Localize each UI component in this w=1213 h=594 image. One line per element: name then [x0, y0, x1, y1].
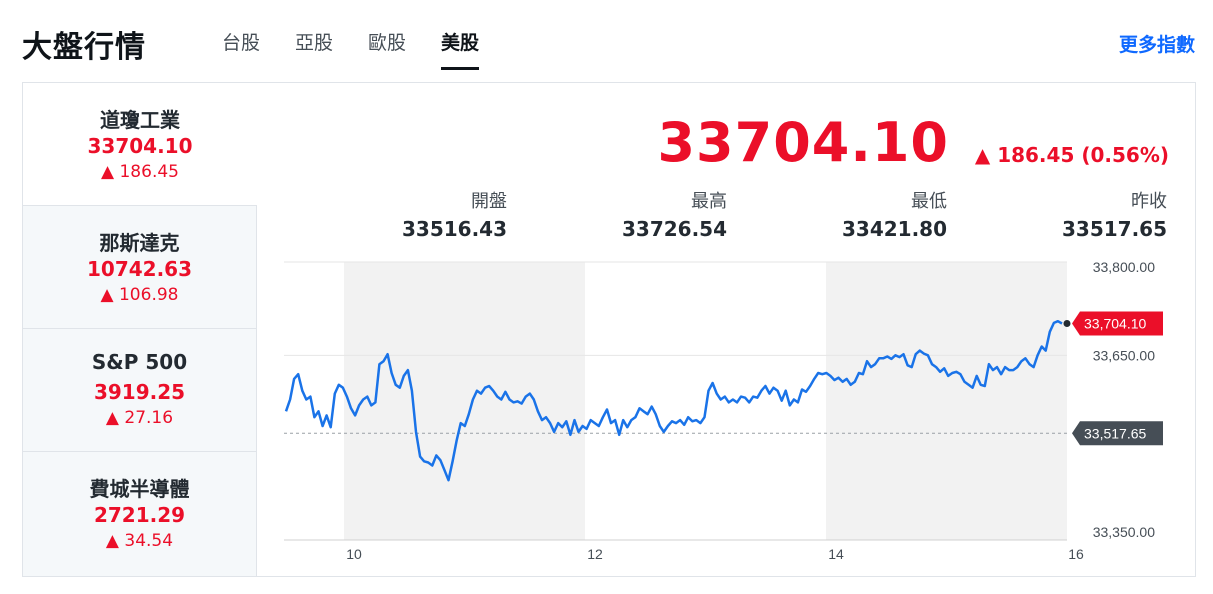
index-item-sp500[interactable]: S&P 500 3919.25 ▲ 27.16: [23, 329, 257, 452]
index-name: 道瓊工業: [100, 108, 180, 132]
stat-value: 33516.43: [401, 217, 507, 241]
page-title: 大盤行情: [22, 30, 146, 65]
price-change: ▲ 186.45 (0.56%): [974, 143, 1169, 167]
stat-open: 開盤 33516.43: [307, 187, 507, 241]
stat-value: 33726.54: [621, 217, 727, 241]
index-item-sox[interactable]: 費城半導體 2721.29 ▲ 34.54: [23, 452, 257, 576]
index-item-dow-jones[interactable]: 道瓊工業 33704.10 ▲ 186.45: [23, 83, 257, 206]
index-name: 費城半導體: [89, 477, 190, 501]
more-indices-link[interactable]: 更多指數: [1118, 34, 1195, 56]
index-change: ▲ 27.16: [105, 408, 174, 428]
market-panel: 道瓊工業 33704.10 ▲ 186.45 那斯達克 10742.63 ▲ 1…: [22, 82, 1196, 577]
index-change: ▲ 34.54: [105, 531, 174, 551]
index-price: 3919.25: [93, 380, 186, 404]
index-change: ▲ 186.45: [101, 162, 179, 182]
quote-summary: 33704.10 ▲ 186.45 (0.56%) 開盤 33516.43 最高…: [257, 83, 1195, 253]
stat-value: 33421.80: [841, 217, 947, 241]
index-change: ▲ 106.98: [100, 285, 179, 305]
tab-europe-stocks[interactable]: 歐股: [368, 32, 407, 54]
index-price: 2721.29: [93, 503, 186, 527]
stat-high: 最高 33726.54: [527, 187, 727, 241]
stat-value: 33517.65: [1061, 217, 1167, 241]
index-price: 33704.10: [87, 134, 193, 158]
index-name: S&P 500: [91, 350, 188, 374]
stat-low: 最低 33421.80: [747, 187, 947, 241]
tab-us-stocks[interactable]: 美股: [441, 28, 480, 70]
current-price: 33704.10: [657, 111, 949, 174]
stat-label: 最高: [691, 191, 727, 212]
index-sidebar: 道瓊工業 33704.10 ▲ 186.45 那斯達克 10742.63 ▲ 1…: [23, 83, 257, 576]
index-name: 那斯達克: [99, 231, 180, 255]
index-item-nasdaq[interactable]: 那斯達克 10742.63 ▲ 106.98: [23, 206, 257, 329]
stat-label: 最低: [911, 191, 947, 212]
index-price: 10742.63: [86, 257, 192, 281]
stat-label: 開盤: [471, 191, 507, 212]
tab-asia-stocks[interactable]: 亞股: [295, 32, 334, 54]
stat-prev-close: 昨收 33517.65: [967, 187, 1167, 241]
tab-taiwan-stocks[interactable]: 台股: [222, 32, 261, 54]
market-tabs: 台股 亞股 歐股 美股: [222, 28, 514, 70]
header: 大盤行情 台股 亞股 歐股 美股 更多指數: [0, 0, 1213, 80]
stat-label: 昨收: [1131, 191, 1167, 212]
